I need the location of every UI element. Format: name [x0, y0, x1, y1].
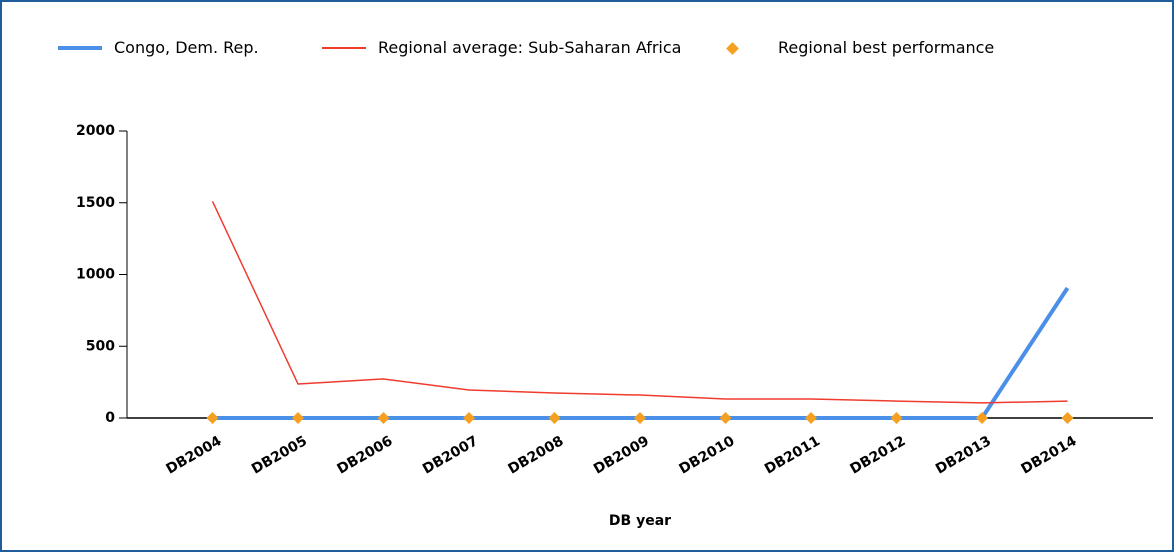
y-tick-label: 2000 — [76, 123, 115, 139]
y-tick-label: 500 — [86, 338, 115, 354]
series-line — [212, 286, 1070, 420]
diamond-marker — [377, 412, 390, 424]
x-tick-label: DB2005 — [249, 433, 310, 477]
x-tick-label: DB2011 — [762, 433, 823, 477]
series-line — [211, 200, 1068, 404]
legend-swatch — [322, 47, 366, 49]
x-tick-label: DB2012 — [847, 433, 908, 477]
diamond-marker — [548, 412, 561, 424]
y-tick-label: 1000 — [76, 267, 115, 283]
diamond-marker — [634, 412, 646, 424]
x-tick-label: DB2004 — [163, 433, 224, 478]
x-tick-label: DB2006 — [334, 433, 395, 477]
x-tick-label: DB2013 — [933, 433, 994, 477]
x-tick-label: DB2009 — [591, 433, 652, 477]
diamond-marker — [719, 412, 732, 424]
y-tick-label: 1500 — [76, 195, 115, 211]
diamond-marker — [463, 412, 475, 424]
diamond-marker — [1061, 412, 1074, 424]
x-tick-label: DB2008 — [505, 433, 566, 477]
legend-label: Regional average: Sub-Saharan Africa — [378, 38, 682, 57]
diamond-marker — [206, 412, 219, 424]
x-tick-label: DB2010 — [676, 433, 737, 478]
y-tick-label: 0 — [105, 410, 115, 426]
x-tick-label: DB2014 — [1018, 433, 1079, 478]
x-tick-label: DB2007 — [420, 433, 481, 477]
legend-label: Regional best performance — [778, 38, 995, 57]
diamond-marker — [805, 412, 817, 424]
legend-swatch — [58, 46, 102, 50]
legend-label: Congo, Dem. Rep. — [114, 38, 259, 57]
x-axis-label: DB year — [609, 513, 671, 529]
diamond-marker — [292, 412, 304, 424]
diamond-marker — [976, 412, 988, 424]
diamond-marker — [890, 412, 903, 424]
